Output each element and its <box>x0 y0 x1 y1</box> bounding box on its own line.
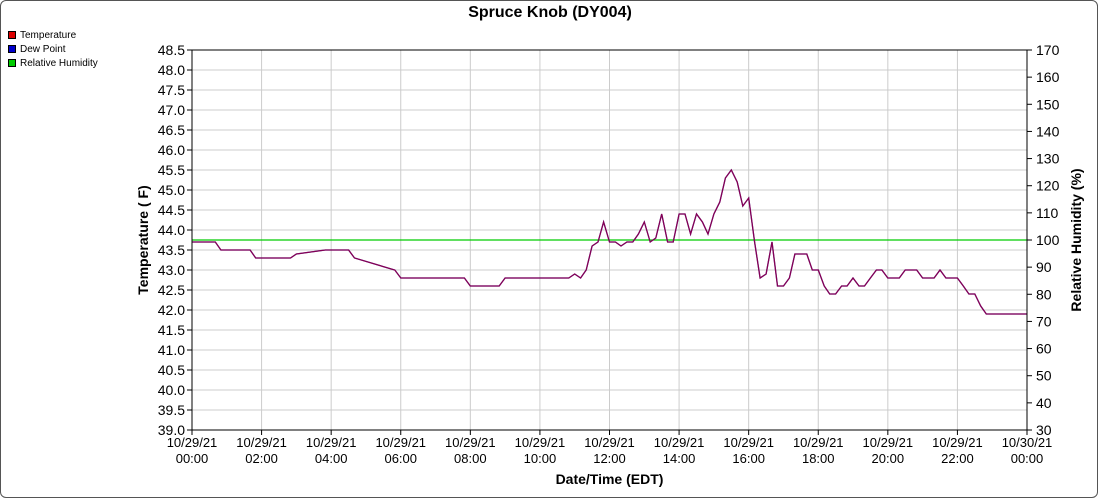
y-tick-label: 48.5 <box>158 42 185 58</box>
y-tick-label: 45.0 <box>158 182 185 198</box>
y-tick-label: 43.0 <box>158 262 185 278</box>
y-tick-label: 43.5 <box>158 242 185 258</box>
legend-swatch-relative-humidity <box>8 59 16 67</box>
y2-tick-label: 120 <box>1036 178 1060 194</box>
y2-tick-label: 150 <box>1036 96 1060 112</box>
y-tick-label: 48.0 <box>158 62 185 78</box>
y2-tick-label: 140 <box>1036 123 1060 139</box>
y-tick-label: 44.0 <box>158 222 185 238</box>
x-tick-time: 10:00 <box>524 451 557 466</box>
y-tick-label: 44.5 <box>158 202 185 218</box>
x-tick-date: 10/29/21 <box>236 435 287 450</box>
x-tick-time: 06:00 <box>384 451 417 466</box>
y2-axis-ticks: 30 40 50 60 70 80 90 100 110 120 130 140 150 160 170 <box>1027 42 1060 438</box>
legend-label-relative-humidity: Relative Humidity <box>20 57 98 69</box>
x-tick-date: 10/29/21 <box>654 435 705 450</box>
y2-tick-label: 50 <box>1036 368 1052 384</box>
y-tick-label: 47.5 <box>158 82 185 98</box>
y2-tick-label: 160 <box>1036 69 1060 85</box>
y2-tick-label: 110 <box>1036 205 1059 221</box>
x-tick-date: 10/30/21 <box>1002 435 1053 450</box>
y2-tick-label: 70 <box>1036 313 1052 329</box>
legend-label-temperature: Temperature <box>20 29 77 41</box>
x-tick-time: 20:00 <box>872 451 905 466</box>
x-tick-date: 10/29/21 <box>167 435 218 450</box>
y-tick-label: 42.5 <box>158 282 185 298</box>
y2-tick-label: 130 <box>1036 151 1060 167</box>
legend-swatch-temperature <box>8 31 16 39</box>
y-axis-label: Temperature ( F) <box>135 185 151 294</box>
x-tick-time: 02:00 <box>245 451 278 466</box>
legend-swatch-dew-point <box>8 45 16 53</box>
y2-tick-label: 90 <box>1036 259 1052 275</box>
chart-title: Spruce Knob (DY004) <box>468 4 632 21</box>
x-tick-time: 16:00 <box>732 451 765 466</box>
y-tick-label: 39.0 <box>158 422 185 438</box>
legend-item-temperature: Temperature <box>8 28 98 42</box>
x-tick-date: 10/29/21 <box>515 435 566 450</box>
x-axis-label: Date/Time (EDT) <box>556 471 664 487</box>
x-tick-time: 08:00 <box>454 451 487 466</box>
y-tick-label: 45.5 <box>158 162 185 178</box>
series-layer <box>192 168 1027 315</box>
y-tick-label: 40.5 <box>158 362 185 378</box>
y2-tick-label: 80 <box>1036 286 1052 302</box>
y-tick-label: 42.0 <box>158 302 185 318</box>
y-tick-label: 41.5 <box>158 322 185 338</box>
x-tick-date: 10/29/21 <box>306 435 357 450</box>
x-tick-date: 10/29/21 <box>932 435 983 450</box>
x-tick-time: 22:00 <box>941 451 974 466</box>
x-tick-time: 04:00 <box>315 451 348 466</box>
y-tick-label: 39.5 <box>158 402 185 418</box>
y-tick-label: 41.0 <box>158 342 185 358</box>
y-tick-label: 46.0 <box>158 142 185 158</box>
x-tick-date: 10/29/21 <box>375 435 426 450</box>
x-tick-date: 10/29/21 <box>793 435 844 450</box>
x-tick-time: 18:00 <box>802 451 835 466</box>
legend-item-relative-humidity: Relative Humidity <box>8 56 98 70</box>
y2-tick-label: 30 <box>1036 422 1052 438</box>
x-axis-ticks: 10/29/2100:0010/29/2102:0010/29/2104:001… <box>167 430 1053 466</box>
x-tick-date: 10/29/21 <box>584 435 635 450</box>
x-tick-time: 00:00 <box>1011 451 1044 466</box>
x-tick-time: 12:00 <box>593 451 626 466</box>
y2-axis-label: Relative Humidity (%) <box>1068 168 1084 311</box>
y2-tick-label: 100 <box>1036 232 1060 248</box>
y2-tick-label: 40 <box>1036 395 1052 411</box>
y-tick-label: 40.0 <box>158 382 185 398</box>
y2-tick-label: 170 <box>1036 42 1060 58</box>
y2-tick-label: 60 <box>1036 341 1052 357</box>
legend-label-dew-point: Dew Point <box>20 43 66 55</box>
y-tick-label: 46.5 <box>158 122 185 138</box>
legend-item-dew-point: Dew Point <box>8 42 98 56</box>
x-tick-time: 00:00 <box>176 451 209 466</box>
x-tick-time: 14:00 <box>663 451 696 466</box>
y-tick-label: 47.0 <box>158 102 185 118</box>
y-axis-ticks: 39.0 39.5 40.0 40.5 41.0 41.5 42.0 42.5 43.0 43.5… <box>158 42 192 438</box>
x-tick-date: 10/29/21 <box>723 435 774 450</box>
legend: Temperature Dew Point Relative Humidity <box>8 28 98 70</box>
temperature-line <box>192 168 1027 315</box>
x-tick-date: 10/29/21 <box>863 435 914 450</box>
x-tick-date: 10/29/21 <box>445 435 496 450</box>
